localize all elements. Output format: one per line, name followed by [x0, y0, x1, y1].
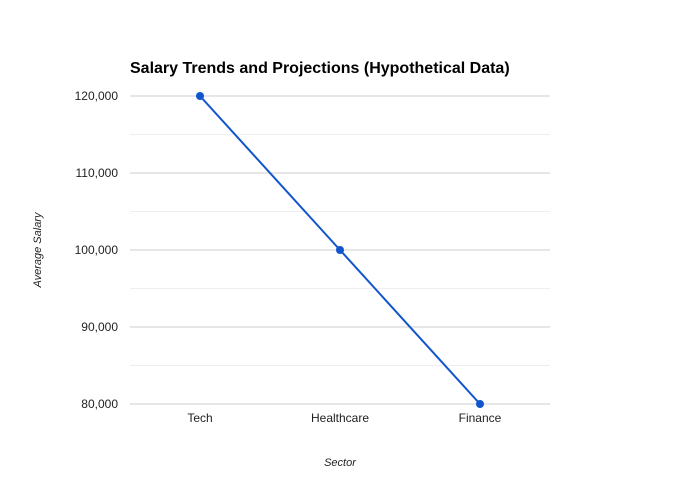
y-tick-label: 100,000 [75, 243, 119, 257]
y-tick-label: 110,000 [76, 166, 119, 180]
x-tick-label: Finance [459, 411, 502, 425]
x-axis-title: Sector [324, 457, 357, 469]
x-tick-label: Healthcare [311, 411, 369, 425]
data-point [196, 92, 204, 100]
x-axis-ticks: Tech Healthcare Finance [187, 411, 501, 425]
x-tick-label: Tech [187, 411, 212, 425]
data-point [476, 400, 484, 408]
y-axis-ticks: 80,000 90,000 100,000 110,000 120,000 [75, 89, 119, 411]
gridlines [130, 95, 550, 405]
y-axis-title: Average Salary [32, 211, 44, 289]
y-tick-label: 90,000 [81, 320, 118, 334]
y-tick-label: 80,000 [81, 397, 118, 411]
data-point [336, 246, 344, 254]
y-tick-label: 120,000 [75, 89, 119, 103]
chart-title: Salary Trends and Projections (Hypotheti… [130, 60, 510, 77]
series-layer [196, 92, 484, 408]
